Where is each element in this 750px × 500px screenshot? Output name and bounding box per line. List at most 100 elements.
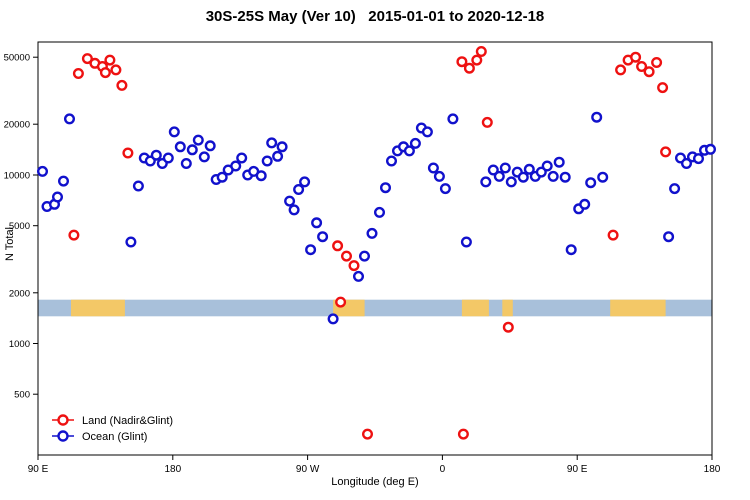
data-point-land — [332, 240, 344, 252]
latitude-band-land-segment — [461, 299, 489, 317]
data-point-land — [456, 56, 468, 68]
data-point-ocean — [305, 244, 317, 256]
data-point-land — [457, 428, 469, 440]
data-point-land — [660, 146, 672, 158]
data-point-ocean — [132, 180, 144, 192]
data-point-ocean — [198, 151, 210, 163]
data-point-ocean — [669, 183, 681, 195]
data-point-ocean — [311, 217, 323, 229]
x-tick-label: 0 — [440, 464, 446, 475]
data-point-ocean — [359, 250, 371, 262]
data-point-land — [341, 250, 353, 262]
data-point-ocean — [63, 113, 75, 125]
data-point-ocean — [266, 137, 278, 149]
data-point-ocean — [421, 126, 433, 138]
data-point-land — [643, 66, 655, 78]
data-point-ocean — [186, 144, 198, 156]
data-point-ocean — [288, 204, 300, 216]
data-point-ocean — [663, 231, 675, 243]
data-point-ocean — [460, 236, 472, 248]
data-point-land — [104, 54, 116, 66]
x-tick-label: 180 — [704, 464, 721, 475]
x-tick-label: 90 E — [567, 464, 588, 475]
latitude-band-land-segment — [71, 299, 125, 317]
x-tick-label: 180 — [164, 464, 181, 475]
data-point-ocean — [505, 176, 517, 188]
data-point-ocean — [380, 182, 392, 194]
data-point-ocean — [327, 313, 339, 325]
data-point-land — [81, 53, 93, 65]
data-point-ocean — [180, 157, 192, 169]
data-point-ocean — [192, 134, 204, 146]
data-point-ocean — [374, 206, 386, 218]
data-point-ocean — [293, 183, 305, 195]
data-point-land — [636, 61, 648, 73]
data-point-ocean — [317, 231, 329, 243]
data-point-ocean — [125, 236, 137, 248]
data-point-land — [502, 321, 514, 333]
y-tick-label: 5000 — [9, 221, 30, 232]
x-tick-label: 90 E — [28, 464, 49, 475]
data-point-ocean — [261, 155, 273, 167]
x-tick-label: 90 W — [296, 464, 320, 475]
data-point-land — [471, 54, 483, 66]
data-point-ocean — [37, 165, 49, 177]
data-point-land — [475, 46, 487, 58]
data-point-ocean — [693, 153, 705, 165]
data-point-ocean — [553, 156, 565, 168]
data-point-ocean — [541, 160, 553, 172]
x-axis-label: Longitude (deg E) — [331, 476, 419, 488]
data-point-land — [68, 229, 80, 241]
data-point-ocean — [597, 171, 609, 183]
data-point-ocean — [487, 164, 499, 176]
data-point-land — [651, 57, 663, 69]
legend-marker-icon — [57, 430, 69, 442]
data-point-land — [72, 67, 84, 79]
latitude-band-land-segment — [610, 299, 666, 317]
data-point-ocean — [579, 198, 591, 210]
data-point-ocean — [366, 227, 378, 239]
data-point-ocean — [403, 145, 415, 157]
data-point-ocean — [58, 175, 70, 187]
data-point-ocean — [216, 171, 228, 183]
y-tick-label: 500 — [14, 390, 30, 401]
y-tick-label: 2000 — [9, 288, 30, 299]
data-point-ocean — [681, 157, 693, 169]
data-point-ocean — [168, 126, 180, 138]
data-point-land — [362, 428, 374, 440]
legend-label: Ocean (Glint) — [82, 431, 147, 443]
data-point-ocean — [565, 244, 577, 256]
data-point-ocean — [585, 177, 597, 189]
data-point-land — [110, 64, 122, 76]
data-point-ocean — [230, 160, 242, 172]
data-point-ocean — [480, 176, 492, 188]
latitude-band-ocean — [38, 299, 712, 317]
data-point-ocean — [547, 170, 559, 182]
chart-title: 30S-25S May (Ver 10) 2015-01-01 to 2020-… — [205, 8, 545, 25]
legend-label: Land (Nadir&Glint) — [82, 415, 173, 427]
latitude-band-land-segment — [502, 299, 513, 317]
y-tick-label: 1000 — [9, 339, 30, 350]
data-point-land — [122, 147, 134, 159]
data-point-land — [116, 79, 128, 91]
data-point-ocean — [493, 170, 505, 182]
data-point-ocean — [299, 176, 311, 188]
data-point-land — [463, 62, 475, 74]
data-point-ocean — [353, 270, 365, 282]
data-point-land — [607, 229, 619, 241]
y-tick-label: 20000 — [4, 120, 30, 131]
legend-marker-icon — [57, 414, 69, 426]
data-point-ocean — [386, 155, 398, 167]
data-point-ocean — [447, 113, 459, 125]
data-point-ocean — [162, 152, 174, 164]
data-point-ocean — [591, 111, 603, 123]
data-point-ocean — [523, 163, 535, 175]
data-point-ocean — [439, 183, 451, 195]
data-point-ocean — [204, 140, 216, 152]
y-tick-label: 10000 — [4, 171, 30, 182]
data-point-ocean — [174, 141, 186, 153]
y-tick-label: 50000 — [4, 53, 30, 64]
data-point-ocean — [517, 171, 529, 183]
